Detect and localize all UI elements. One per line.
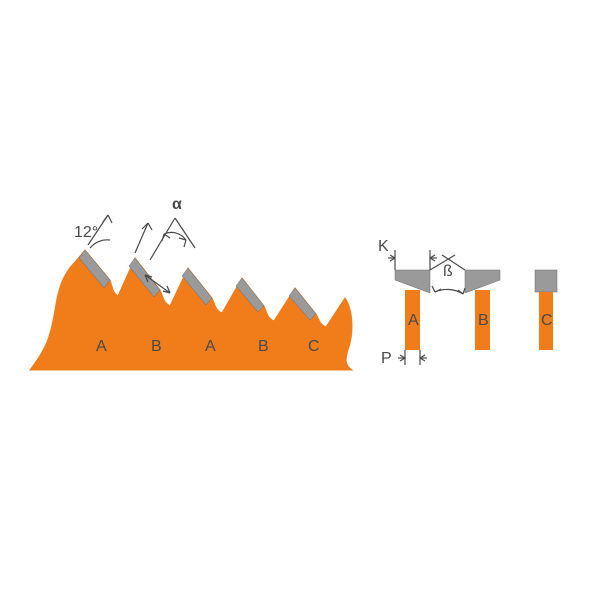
tooth-view-label-a: A (408, 312, 419, 330)
tooth-c-view (535, 270, 557, 350)
tooth-view-label-c: C (541, 312, 553, 330)
diagram-svg (0, 0, 600, 600)
plate-dimension (398, 350, 427, 365)
tooth-view-label-b: B (478, 312, 489, 330)
tooth-b-view (465, 270, 500, 350)
tooth-a-view (395, 270, 430, 350)
profile-tooth-label-2: A (205, 338, 216, 356)
plate-label: P (381, 350, 392, 368)
alpha-label: α (172, 196, 182, 214)
profile-tooth-label-3: B (258, 338, 269, 356)
profile-tooth-label-0: A (96, 338, 107, 356)
profile-tooth-label-4: C (308, 338, 320, 356)
hook-angle-label: 12° (74, 224, 98, 242)
beta-label: ß (443, 263, 453, 281)
profile-tooth-label-1: B (151, 338, 162, 356)
kerf-label: K (378, 238, 389, 256)
kerf-dimension (388, 250, 437, 270)
saw-blade-diagram (0, 0, 600, 600)
tooth-face-views (395, 270, 557, 350)
